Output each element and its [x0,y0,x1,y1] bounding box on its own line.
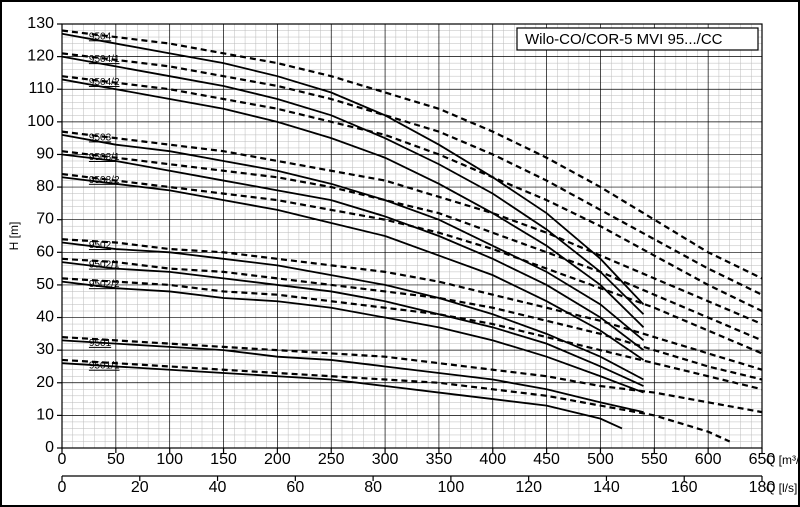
x2-tick-label: 60 [286,479,304,496]
x1-tick-label: 150 [210,451,237,468]
y-tick-label: 100 [27,113,54,130]
pump-curve-chart: { "title": "Wilo-CO/COR-5 MVI 95.../CC",… [0,0,800,507]
y-tick-label: 60 [36,243,54,260]
x2-tick-label: 120 [515,479,542,496]
chart-svg: 95049504/19504/295039503/19503/295029502… [2,2,798,505]
x1-axis-label: Q [m³/h] [766,453,798,467]
x2-tick-label: 140 [593,479,620,496]
x2-axis-label: Q [l/s] [766,481,797,495]
x1-tick-label: 600 [695,451,722,468]
x1-tick-label: 250 [318,451,345,468]
y-tick-label: 50 [36,276,54,293]
y-axis-label: H [m] [7,222,21,251]
x2-tick-label: 80 [364,479,382,496]
x2-tick-label: 20 [131,479,149,496]
y-tick-label: 80 [36,178,54,195]
x2-tick-label: 0 [58,479,67,496]
y-tick-label: 0 [45,439,54,456]
x1-tick-label: 450 [533,451,560,468]
x1-tick-label: 0 [58,451,67,468]
x2-tick-label: 40 [209,479,227,496]
y-tick-label: 20 [36,374,54,391]
y-tick-label: 30 [36,341,54,358]
y-tick-label: 10 [36,406,54,423]
chart-title: Wilo-CO/COR-5 MVI 95.../CC [525,31,723,48]
y-tick-label: 130 [27,15,54,32]
x1-tick-label: 50 [107,451,125,468]
y-tick-label: 90 [36,145,54,162]
curve-label: 9503 [89,132,112,143]
y-tick-label: 40 [36,309,54,326]
x1-tick-label: 550 [641,451,668,468]
x2-tick-label: 100 [438,479,465,496]
curve-label: 9504 [89,31,112,42]
y-tick-label: 70 [36,211,54,228]
y-tick-label: 110 [28,80,54,97]
x1-tick-label: 350 [426,451,453,468]
x2-tick-label: 160 [671,479,698,496]
x1-tick-label: 100 [156,451,183,468]
x1-tick-label: 500 [587,451,614,468]
x1-tick-label: 400 [479,451,506,468]
y-tick-label: 120 [27,48,54,65]
x1-tick-label: 200 [264,451,291,468]
x1-tick-label: 300 [372,451,399,468]
